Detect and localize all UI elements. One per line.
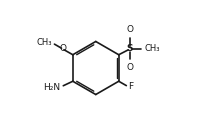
- Text: O: O: [126, 25, 133, 34]
- Text: F: F: [128, 82, 133, 91]
- Text: S: S: [127, 44, 133, 53]
- Text: H₂N: H₂N: [43, 83, 60, 92]
- Text: CH₃: CH₃: [36, 38, 52, 47]
- Text: O: O: [126, 63, 133, 72]
- Text: CH₃: CH₃: [145, 44, 160, 53]
- Text: O: O: [59, 44, 66, 53]
